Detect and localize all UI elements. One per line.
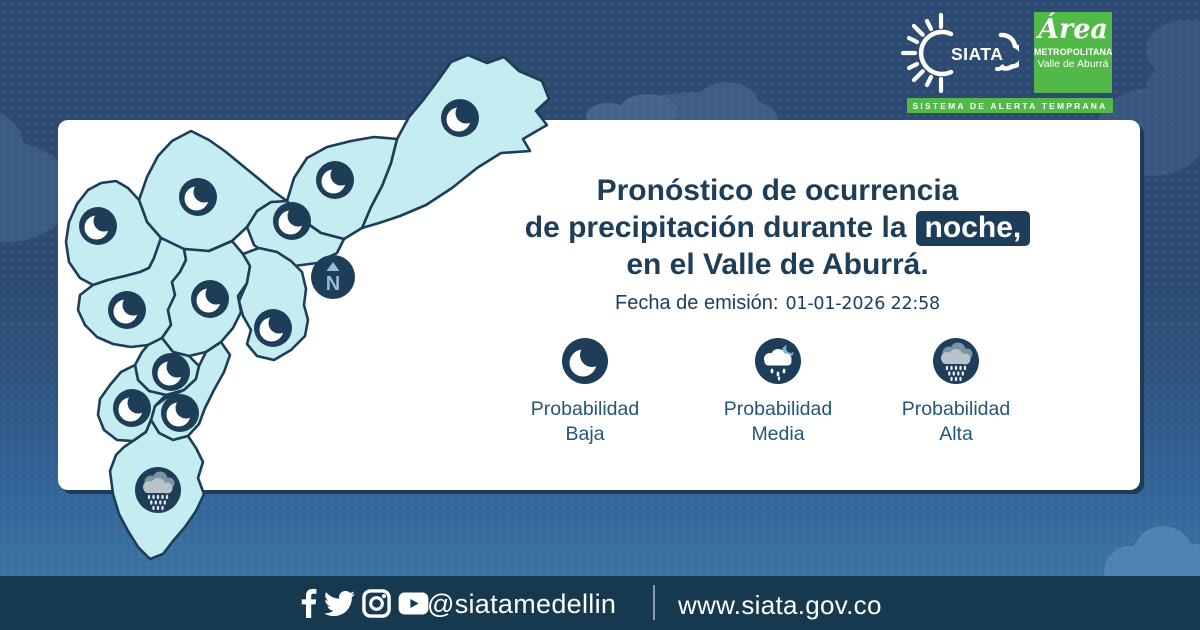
instagram-icon[interactable]	[362, 588, 391, 618]
legend-label: Probabilidad Alta	[901, 398, 1011, 445]
moon-marker	[113, 389, 151, 427]
north-arrow-icon	[326, 262, 340, 271]
title-line-1: Pronóstico de ocurrencia	[596, 174, 959, 207]
moon-marker	[441, 99, 479, 137]
heavy-rain-marker	[135, 467, 181, 513]
moon-marker	[79, 207, 117, 245]
legend-item-high: Probabilidad Alta	[861, 336, 1051, 447]
cloud-outline-icon	[998, 32, 1019, 71]
area-logo-metropolitana: METROPOLITANA	[1034, 47, 1113, 57]
website-link[interactable]: www.siata.gov.co	[678, 590, 882, 620]
legend-item-low: Probabilidad Baja	[490, 336, 680, 447]
title-line-2: de precipitación durante la noche,	[480, 209, 1075, 246]
moon-marker	[191, 280, 229, 318]
emission-date-label: Fecha de emisión:	[615, 292, 779, 314]
social-handle[interactable]: @siatamedellin	[427, 589, 617, 619]
forecast-title: Pronóstico de ocurrencia de precipitació…	[480, 172, 1075, 315]
siata-logo: SIATA	[901, 12, 1019, 94]
moon-marker	[273, 202, 311, 240]
area-logo-script: Área	[1038, 14, 1108, 45]
siata-logo-text: SIATA	[951, 44, 1003, 64]
cloud-decoration	[0, 112, 72, 242]
night-rain-icon	[755, 338, 801, 384]
municipality-shape	[360, 53, 551, 230]
sun-arc-icon	[918, 29, 954, 77]
alert-system-banner: SISTEMA DE ALERTA TEMPRANA	[907, 98, 1113, 113]
moon-marker	[161, 394, 199, 432]
compass-north-icon: N	[311, 255, 355, 299]
moon-icon	[562, 338, 608, 384]
legend-item-medium: Probabilidad Media	[683, 336, 873, 447]
footer-divider	[653, 585, 655, 620]
footer-bar: @siatamedellin www.siata.gov.co	[0, 576, 1200, 630]
title-line-3: en el Valle de Aburrá.	[626, 248, 929, 281]
moon-marker	[316, 161, 354, 199]
moon-marker	[108, 291, 146, 329]
period-highlight-badge: noche,	[915, 211, 1031, 246]
moon-marker	[254, 309, 292, 347]
facebook-icon[interactable]	[300, 588, 317, 618]
area-metropolitana-logo: Área METROPOLITANA Valle de Aburrá	[1034, 12, 1112, 93]
moon-marker	[152, 353, 190, 391]
valle-de-aburra-map: N	[64, 53, 551, 561]
twitter-icon[interactable]	[324, 590, 355, 617]
legend-label: Probabilidad Media	[723, 398, 833, 445]
sun-rays-icon	[901, 12, 944, 94]
compass-label: N	[326, 273, 340, 295]
legend-label: Probabilidad Baja	[530, 398, 640, 445]
emission-datetime: 01-01-2026 22:58	[785, 294, 940, 314]
social-icons	[300, 576, 429, 630]
heavy-rain-icon	[933, 338, 979, 384]
cloud-inner-arc-icon	[995, 64, 1005, 71]
moon-marker	[179, 178, 217, 216]
youtube-icon[interactable]	[398, 591, 429, 616]
area-logo-valle: Valle de Aburrá	[1037, 58, 1109, 70]
title-line-2-text: de precipitación durante la	[524, 211, 907, 244]
emission-date-row: Fecha de emisión: 01-01-2026 22:58	[480, 292, 1075, 315]
